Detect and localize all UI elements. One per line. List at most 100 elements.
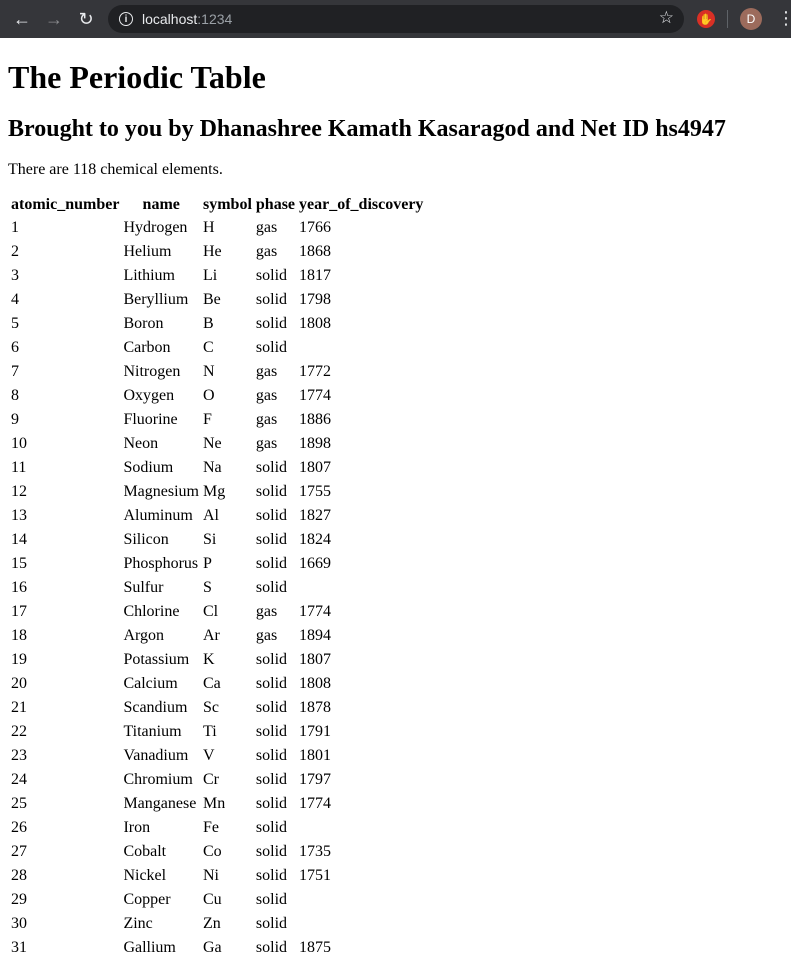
- browser-toolbar: ← → ↻ i localhost:1234 ☆ ✋ D ⋮: [0, 0, 791, 38]
- cell-symbol: Cr: [202, 771, 219, 788]
- cell-phase: solid: [255, 315, 288, 332]
- url-port: :1234: [197, 11, 233, 27]
- column-header-year-of-discovery: year_of_discovery: [299, 196, 424, 213]
- cell-phase: solid: [255, 843, 288, 860]
- cell-symbol: V: [202, 747, 215, 764]
- bookmark-star-icon[interactable]: ☆: [658, 8, 674, 27]
- profile-avatar[interactable]: D: [740, 8, 762, 30]
- cell-atomic-number: 25: [11, 795, 27, 812]
- cell-atomic-number: 29: [11, 891, 27, 908]
- cell-atomic-number: 21: [11, 699, 27, 716]
- cell-phase: solid: [255, 483, 288, 500]
- cell-symbol: B: [202, 315, 214, 332]
- cell-phase: solid: [255, 699, 288, 716]
- cell-symbol: S: [202, 579, 212, 596]
- cell-symbol: Be: [202, 291, 221, 308]
- cell-year-of-discovery: 1766: [299, 219, 332, 236]
- cell-symbol: Cu: [202, 891, 222, 908]
- cell-phase: solid: [255, 267, 288, 284]
- cell-year-of-discovery: 1772: [299, 363, 332, 380]
- cell-phase: solid: [255, 459, 288, 476]
- cell-name: Lithium: [123, 267, 175, 284]
- cell-year-of-discovery: 1808: [299, 675, 332, 692]
- table-row: 14 Silicon Si solid 1824: [10, 529, 424, 551]
- column-header-phase: phase: [255, 196, 296, 213]
- cell-phase: solid: [255, 915, 288, 932]
- cell-phase: gas: [255, 411, 278, 428]
- table-row: 21 Scandium Sc solid 1878: [10, 697, 424, 719]
- table-row: 26 Iron Fe solid: [10, 817, 424, 839]
- back-arrow-icon[interactable]: ←: [13, 8, 31, 29]
- cell-atomic-number: 24: [11, 771, 27, 788]
- cell-name: Cobalt: [123, 843, 167, 860]
- table-row: 20 Calcium Ca solid 1808: [10, 673, 424, 695]
- cell-name: Nickel: [123, 867, 167, 884]
- info-icon[interactable]: i: [119, 12, 133, 26]
- forward-arrow-icon[interactable]: →: [45, 8, 63, 29]
- cell-year-of-discovery: [298, 817, 424, 839]
- cell-symbol: C: [202, 339, 214, 356]
- cell-phase: gas: [255, 363, 278, 380]
- cell-name: Fluorine: [123, 411, 178, 428]
- cell-atomic-number: 10: [11, 435, 27, 452]
- extension-stop-icon[interactable]: ✋: [697, 10, 715, 28]
- cell-name: Argon: [123, 627, 165, 644]
- cell-year-of-discovery: 1791: [299, 723, 332, 740]
- cell-name: Silicon: [123, 531, 169, 548]
- cell-name: Gallium: [123, 939, 176, 956]
- cell-year-of-discovery: 1827: [299, 507, 332, 524]
- table-row: 24 Chromium Cr solid 1797: [10, 769, 424, 791]
- cell-name: Scandium: [123, 699, 188, 716]
- cell-phase: solid: [255, 723, 288, 740]
- cell-symbol: Mg: [202, 483, 226, 500]
- cell-year-of-discovery: 1807: [299, 459, 332, 476]
- cell-year-of-discovery: 1797: [299, 771, 332, 788]
- reload-icon[interactable]: ↻: [78, 8, 94, 29]
- table-row: 25 Manganese Mn solid 1774: [10, 793, 424, 815]
- column-header-symbol: symbol: [202, 196, 252, 213]
- page-subtitle: Brought to you by Dhanashree Kamath Kasa…: [8, 116, 726, 142]
- cell-phase: solid: [255, 819, 288, 836]
- table-row: 17 Chlorine Cl gas 1774: [10, 601, 424, 623]
- cell-name: Beryllium: [123, 291, 189, 308]
- table-row: 22 Titanium Ti solid 1791: [10, 721, 424, 743]
- cell-atomic-number: 13: [11, 507, 27, 524]
- cell-atomic-number: 18: [11, 627, 27, 644]
- table-row: 31 Gallium Ga solid 1875: [10, 937, 424, 959]
- cell-symbol: Sc: [202, 699, 219, 716]
- cell-year-of-discovery: 1751: [299, 867, 332, 884]
- cell-phase: solid: [255, 867, 288, 884]
- cell-phase: gas: [255, 627, 278, 644]
- cell-symbol: Ni: [202, 867, 219, 884]
- menu-dots-icon[interactable]: ⋮: [777, 8, 791, 28]
- cell-symbol: P: [202, 555, 212, 572]
- address-bar[interactable]: i localhost:1234 ☆: [108, 5, 684, 33]
- cell-atomic-number: 12: [11, 483, 27, 500]
- cell-symbol: Ga: [202, 939, 222, 956]
- cell-phase: solid: [255, 795, 288, 812]
- cell-year-of-discovery: 1886: [299, 411, 332, 428]
- cell-phase: solid: [255, 891, 288, 908]
- cell-symbol: F: [202, 411, 212, 428]
- cell-atomic-number: 11: [11, 459, 27, 476]
- cell-name: Manganese: [123, 795, 197, 812]
- cell-symbol: Ne: [202, 435, 222, 452]
- cell-year-of-discovery: [298, 889, 424, 911]
- cell-atomic-number: 31: [11, 939, 27, 956]
- cell-symbol: Zn: [202, 915, 221, 932]
- table-row: 11 Sodium Na solid 1807: [10, 457, 424, 479]
- url-text[interactable]: localhost:1234: [142, 11, 232, 27]
- cell-name: Sodium: [123, 459, 174, 476]
- cell-phase: solid: [255, 507, 288, 524]
- cell-year-of-discovery: 1669: [299, 555, 332, 572]
- cell-symbol: Fe: [202, 819, 219, 836]
- cell-symbol: Cl: [202, 603, 219, 620]
- cell-atomic-number: 27: [11, 843, 27, 860]
- cell-name: Aluminum: [123, 507, 193, 524]
- cell-atomic-number: 17: [11, 603, 27, 620]
- cell-phase: solid: [255, 555, 288, 572]
